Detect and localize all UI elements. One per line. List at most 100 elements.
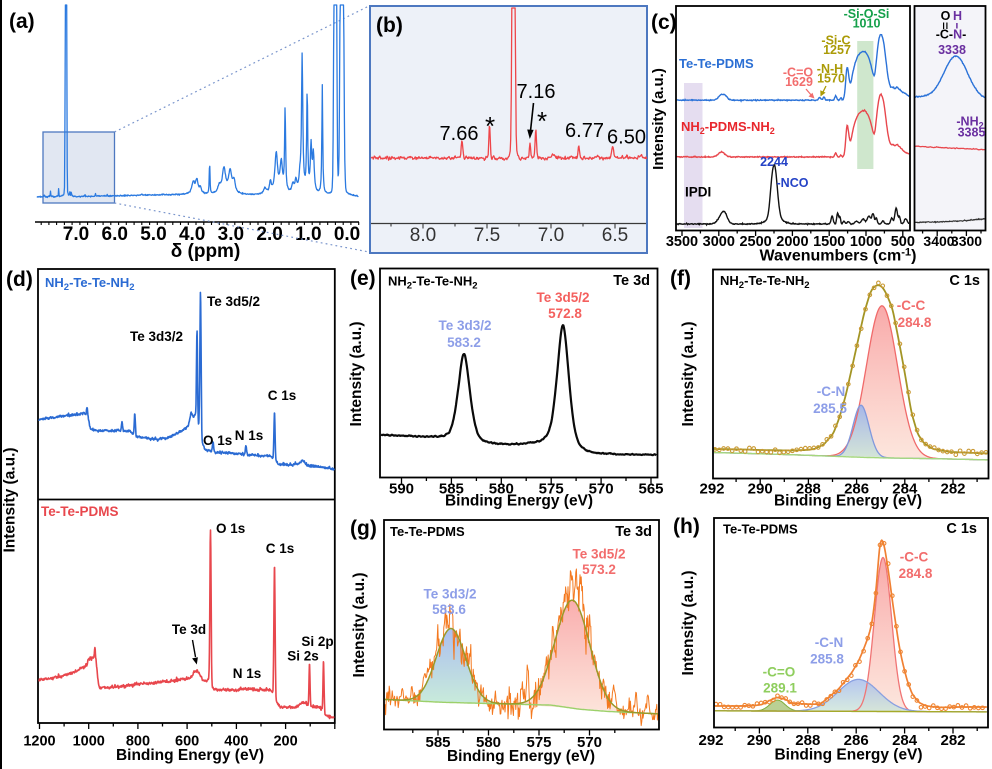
svg-text:7.0: 7.0 xyxy=(538,225,564,246)
svg-text:Te 3d3/2: Te 3d3/2 xyxy=(438,318,491,333)
svg-text:284.8: 284.8 xyxy=(898,315,932,330)
svg-text:286: 286 xyxy=(844,481,869,498)
svg-text:580: 580 xyxy=(476,734,501,751)
svg-text:Binding Energy (eV): Binding Energy (eV) xyxy=(774,493,922,510)
svg-text:284: 284 xyxy=(892,481,918,498)
svg-text:Te 3d: Te 3d xyxy=(615,524,652,540)
svg-text:*: * xyxy=(485,111,495,141)
svg-text:Te 3d5/2: Te 3d5/2 xyxy=(207,294,260,309)
svg-text:3300: 3300 xyxy=(951,233,982,249)
svg-text:6.0: 6.0 xyxy=(102,224,128,245)
svg-text:7.0: 7.0 xyxy=(63,224,89,245)
svg-text:600: 600 xyxy=(175,734,199,750)
svg-text:288: 288 xyxy=(796,481,821,498)
svg-text:2.0: 2.0 xyxy=(256,224,282,245)
svg-text:Te-Te-PDMS: Te-Te-PDMS xyxy=(723,522,798,537)
svg-text:6.5: 6.5 xyxy=(602,225,628,246)
svg-text:(b): (b) xyxy=(376,14,403,37)
svg-text:Intensity (a.u.): Intensity (a.u.) xyxy=(348,321,365,426)
svg-text:590: 590 xyxy=(389,481,414,498)
svg-text:1629: 1629 xyxy=(785,75,813,89)
svg-text:Intensity (a.u.): Intensity (a.u.) xyxy=(650,68,667,170)
svg-text:(g): (g) xyxy=(350,517,377,540)
svg-text:IPDI: IPDI xyxy=(685,185,711,200)
svg-text:583.2: 583.2 xyxy=(447,335,481,350)
svg-text:3000: 3000 xyxy=(703,234,735,250)
svg-text:575: 575 xyxy=(539,481,564,498)
svg-text:3400: 3400 xyxy=(923,233,954,249)
svg-text:1200: 1200 xyxy=(23,734,55,750)
svg-text:Binding Energy (eV): Binding Energy (eV) xyxy=(116,747,264,764)
svg-text:573.2: 573.2 xyxy=(582,562,616,577)
svg-text:570: 570 xyxy=(577,734,602,751)
svg-text:500: 500 xyxy=(891,234,915,250)
svg-text:Binding Energy (eV): Binding Energy (eV) xyxy=(445,493,593,510)
svg-text:5.0: 5.0 xyxy=(140,224,166,245)
svg-text:290: 290 xyxy=(748,481,773,498)
svg-text:292: 292 xyxy=(699,481,724,498)
svg-text:Te 3d3/2: Te 3d3/2 xyxy=(423,587,476,602)
svg-text:-C-N-: -C-N- xyxy=(936,28,967,42)
svg-text:292: 292 xyxy=(698,732,723,749)
svg-text:0.0: 0.0 xyxy=(334,224,360,245)
svg-text:Te 3d: Te 3d xyxy=(172,622,206,637)
svg-text:284.8: 284.8 xyxy=(899,566,933,581)
svg-text:(a): (a) xyxy=(9,10,35,33)
svg-text:C 1s: C 1s xyxy=(266,541,295,556)
svg-text:Te-Te-PDMS: Te-Te-PDMS xyxy=(679,56,754,71)
svg-text:Binding Energy (eV): Binding Energy (eV) xyxy=(774,747,922,764)
svg-text:(e): (e) xyxy=(350,267,376,290)
svg-text:-C-N: -C-N xyxy=(817,384,846,399)
svg-text:Te 3d: Te 3d xyxy=(613,273,650,289)
svg-text:-NCO: -NCO xyxy=(777,176,809,190)
svg-text:Wavenumbers (cm-1): Wavenumbers (cm-1) xyxy=(760,247,917,265)
svg-text:3385: 3385 xyxy=(958,126,986,140)
svg-text:Si 2p: Si 2p xyxy=(301,634,333,649)
svg-text:C 1s: C 1s xyxy=(946,521,977,537)
svg-text:Te-Te-PDMS: Te-Te-PDMS xyxy=(390,524,465,539)
svg-text:1000: 1000 xyxy=(73,734,105,750)
svg-text:290: 290 xyxy=(747,732,772,749)
svg-text:-C-N: -C-N xyxy=(815,635,844,650)
svg-text:(f): (f) xyxy=(670,267,691,290)
svg-text:284: 284 xyxy=(892,732,918,749)
svg-text:C 1s: C 1s xyxy=(268,388,297,403)
svg-text:*: * xyxy=(537,106,547,136)
svg-text:3500: 3500 xyxy=(666,234,698,250)
svg-text:583.6: 583.6 xyxy=(432,602,466,617)
svg-text:Intensity (a.u.): Intensity (a.u.) xyxy=(351,572,368,677)
svg-text:2244: 2244 xyxy=(760,155,788,169)
svg-text:1000: 1000 xyxy=(850,234,882,250)
svg-text:Te-Te-PDMS: Te-Te-PDMS xyxy=(41,504,119,519)
svg-text:288: 288 xyxy=(795,732,820,749)
svg-text:570: 570 xyxy=(589,481,614,498)
svg-text:-C-C: -C-C xyxy=(897,298,926,313)
svg-text:O 1s: O 1s xyxy=(203,433,232,448)
svg-text:δ (ppm): δ (ppm) xyxy=(171,241,241,262)
svg-text:Te 3d5/2: Te 3d5/2 xyxy=(572,547,625,562)
svg-text:Intensity (a.u.): Intensity (a.u.) xyxy=(680,570,697,675)
svg-text:7.5: 7.5 xyxy=(474,225,500,246)
svg-text:200: 200 xyxy=(273,734,297,750)
svg-text:285.5: 285.5 xyxy=(813,401,847,416)
svg-text:N 1s: N 1s xyxy=(233,666,262,681)
svg-text:Intensity (a.u.): Intensity (a.u.) xyxy=(2,447,19,552)
svg-text:6.50: 6.50 xyxy=(607,127,646,149)
svg-text:6.77: 6.77 xyxy=(565,120,604,142)
svg-text:286: 286 xyxy=(844,732,869,749)
svg-text:2500: 2500 xyxy=(739,234,771,250)
svg-text:8.0: 8.0 xyxy=(410,225,436,246)
svg-text:565: 565 xyxy=(638,481,663,498)
svg-text:-Si-O-Si: -Si-O-Si xyxy=(844,7,890,21)
svg-text:2000: 2000 xyxy=(776,234,808,250)
svg-text:-N-H: -N-H xyxy=(817,62,843,76)
svg-text:-Si-C: -Si-C xyxy=(821,34,850,48)
svg-text:NH2-PDMS-NH2: NH2-PDMS-NH2 xyxy=(681,119,775,136)
svg-text:3338: 3338 xyxy=(938,43,966,57)
svg-text:Te 3d3/2: Te 3d3/2 xyxy=(130,329,183,344)
svg-text:800: 800 xyxy=(126,734,150,750)
svg-text:7.66: 7.66 xyxy=(440,123,479,145)
svg-text:1257: 1257 xyxy=(823,43,851,57)
svg-text:-C-C: -C-C xyxy=(900,550,929,565)
svg-text:1.0: 1.0 xyxy=(295,224,321,245)
